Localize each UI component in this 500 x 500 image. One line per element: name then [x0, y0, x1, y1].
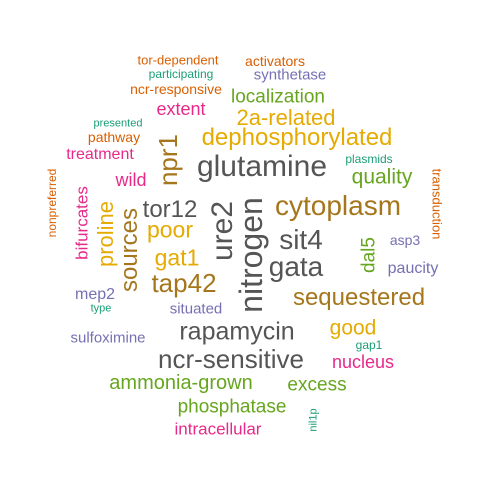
- word-npr1: npr1: [153, 133, 183, 187]
- word-wild: wild: [115, 170, 147, 190]
- word-ammonia-grown: ammonia-grown: [109, 372, 253, 394]
- word-localization: localization: [231, 86, 325, 108]
- word-proline: proline: [93, 200, 118, 268]
- word-participating: participating: [148, 67, 214, 81]
- word-extent: extent: [156, 99, 206, 119]
- word-sit4: sit4: [279, 224, 323, 255]
- word-gat1: gat1: [154, 244, 200, 271]
- word-nonpreferred: nonpreferred: [45, 168, 59, 238]
- word-synthetase: synthetase: [253, 66, 327, 84]
- word-good: good: [329, 316, 377, 340]
- word-sequestered: sequestered: [292, 284, 426, 311]
- word-rapamycin: rapamycin: [179, 317, 295, 346]
- word-activators: activators: [245, 53, 305, 69]
- word-transduction: transduction: [429, 168, 445, 240]
- word-nil1p: nil1p: [307, 408, 320, 432]
- word-phosphatase: phosphatase: [177, 396, 287, 418]
- word-tap42: tap42: [151, 268, 217, 298]
- word-presented: presented: [93, 117, 143, 130]
- word-gata: gata: [268, 251, 324, 282]
- word-nitrogen: nitrogen: [233, 197, 269, 313]
- word-nucleus: nucleus: [331, 352, 395, 372]
- word-poor: poor: [146, 216, 194, 243]
- word-ncr-sensitive: ncr-sensitive: [158, 344, 304, 374]
- word-pathway: pathway: [87, 129, 141, 145]
- word-cytoplasm: cytoplasm: [274, 190, 402, 221]
- word-situated: situated: [169, 300, 223, 318]
- word-gap1: gap1: [355, 338, 383, 352]
- word-quality: quality: [351, 165, 413, 189]
- word-asp3: asp3: [389, 232, 421, 248]
- word-2a-related: 2a-related: [236, 105, 336, 130]
- word-intracellular: intracellular: [174, 419, 262, 439]
- word-ncr-responsive: ncr-responsive: [130, 81, 222, 97]
- word-sources: sources: [116, 207, 143, 293]
- word-treatment: treatment: [66, 146, 134, 163]
- word-paucity: paucity: [387, 260, 439, 277]
- word-type: type: [90, 302, 112, 315]
- word-dephosphorylated: dephosphorylated: [201, 124, 393, 151]
- word-tor12: tor12: [142, 196, 198, 223]
- word-dal5: dal5: [358, 237, 380, 273]
- word-mep2: mep2: [74, 286, 116, 303]
- word-glutamine: glutamine: [196, 150, 328, 183]
- word-plasmids: plasmids: [345, 152, 393, 166]
- word-tor-dependent: tor-dependent: [137, 52, 219, 68]
- word-sulfoximine: sulfoximine: [70, 329, 146, 347]
- word-bifurcates: bifurcates: [72, 186, 92, 260]
- word-excess: excess: [287, 374, 347, 396]
